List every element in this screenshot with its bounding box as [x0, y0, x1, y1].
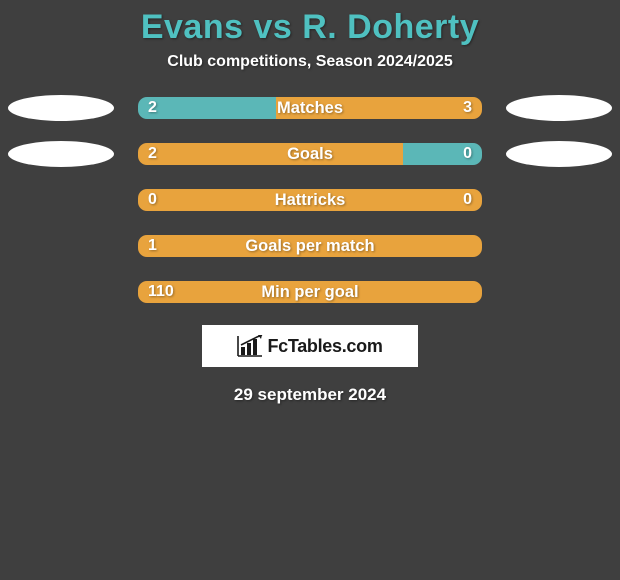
bar-fill-right	[403, 143, 482, 165]
logo-box: FcTables.com	[202, 325, 418, 367]
stat-row: Min per goal110	[0, 281, 620, 303]
bar-fill-left	[138, 143, 403, 165]
logo-text: FcTables.com	[267, 336, 382, 357]
bar-fill-left	[138, 235, 482, 257]
bar-track	[138, 143, 482, 165]
stat-rows: Matches23 Goals20 Hattricks00 Goals per mat…	[0, 97, 620, 303]
comparison-widget: Evans vs R. Doherty Club competitions, S…	[0, 0, 620, 405]
logo-chart-icon	[237, 335, 263, 357]
player-badge-left	[8, 95, 114, 121]
stat-row: Goals20	[0, 143, 620, 165]
bar-track	[138, 281, 482, 303]
bar-track	[138, 97, 482, 119]
bar-fill-left	[138, 189, 482, 211]
bar-track	[138, 189, 482, 211]
bar-fill-left	[138, 97, 276, 119]
subtitle: Club competitions, Season 2024/2025	[0, 53, 620, 97]
stat-row: Matches23	[0, 97, 620, 119]
player-badge-right	[506, 95, 612, 121]
stat-row: Hattricks00	[0, 189, 620, 211]
bar-fill-left	[138, 281, 482, 303]
page-title: Evans vs R. Doherty	[0, 0, 620, 53]
stat-row: Goals per match1	[0, 235, 620, 257]
date-text: 29 september 2024	[0, 385, 620, 405]
player-badge-right	[506, 141, 612, 167]
player-badge-left	[8, 141, 114, 167]
bar-fill-right	[276, 97, 482, 119]
bar-track	[138, 235, 482, 257]
